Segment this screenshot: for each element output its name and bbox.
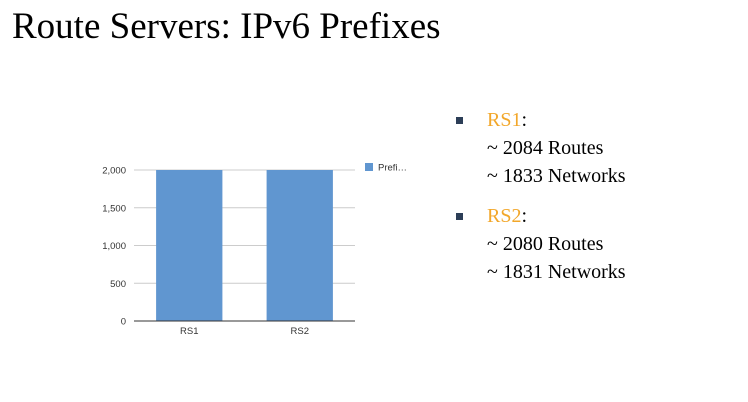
x-tick-label: RS2 [291,326,309,337]
networks-count: ~ 1833 Networks [487,165,626,187]
legend-label: Prefi… [378,163,407,174]
routes-count: ~ 2084 Routes [487,137,604,159]
bullet-heading-suffix: : [521,109,528,131]
rs-name: RS1 [487,109,522,131]
bar [266,170,333,321]
x-tick-label: RS1 [180,326,198,337]
legend-swatch [365,163,373,171]
square-bullet-icon [456,213,463,220]
bullet-heading: RS1: [487,106,744,134]
square-bullet-icon [456,117,463,124]
rs-name: RS2 [487,205,522,227]
bar-chart: 0 500 1,000 1,500 2,000 RS1 RS2 Prefi… [90,150,435,345]
bullet-list: RS1: ~ 2084 Routes ~ 1833 Networks RS2: … [454,106,744,286]
bullet-heading: RS2: [487,202,744,230]
bar [156,170,223,321]
y-tick-label: 500 [110,279,126,290]
y-tick-label: 2,000 [102,166,126,177]
slide-title: Route Servers: IPv6 Prefixes [12,6,441,47]
networks-count: ~ 1831 Networks [487,261,626,283]
chart-svg: 0 500 1,000 1,500 2,000 RS1 RS2 Prefi… [102,163,407,338]
y-tick-label: 0 [121,317,126,328]
bullet-heading-suffix: : [521,205,528,227]
y-tick-label: 1,000 [102,241,126,252]
routes-count: ~ 2080 Routes [487,233,604,255]
bullet-item-rs2: RS2: ~ 2080 Routes ~ 1831 Networks [454,202,744,286]
y-tick-label: 1,500 [102,203,126,214]
bullet-item-rs1: RS1: ~ 2084 Routes ~ 1833 Networks [454,106,744,190]
